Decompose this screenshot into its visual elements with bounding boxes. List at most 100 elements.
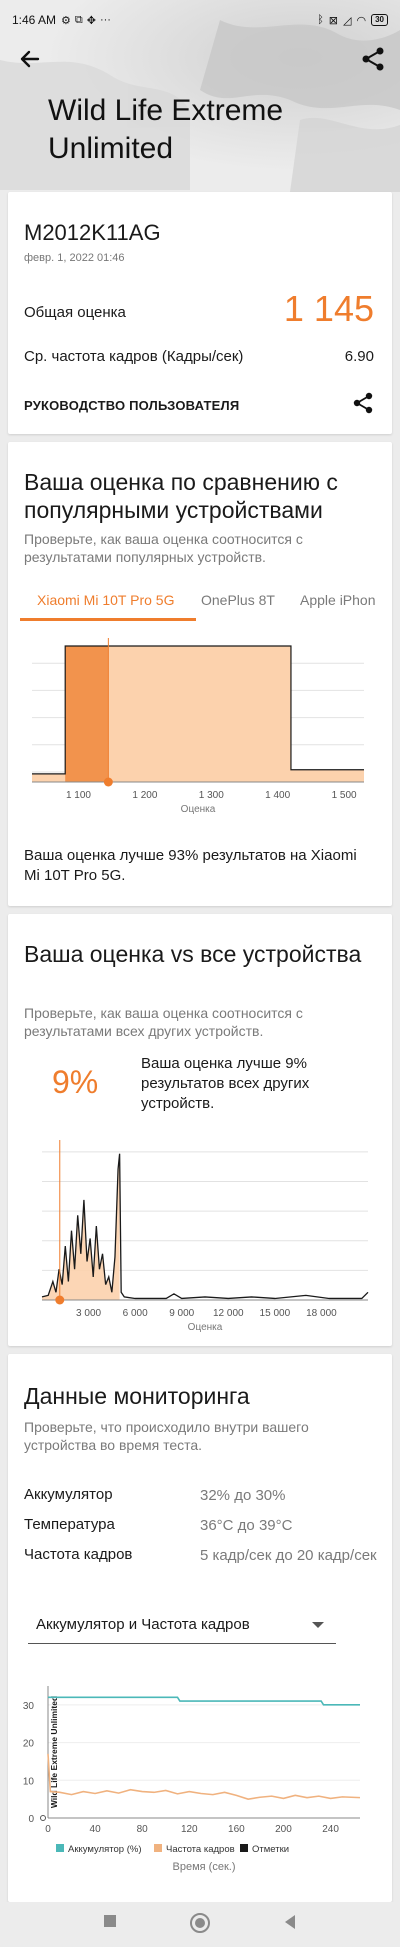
device-tabs: Xiaomi Mi 10T Pro 5G OnePlus 8T Apple iP… <box>8 582 392 618</box>
your-score-region <box>65 646 109 782</box>
x-tick-label: 6 000 <box>123 1308 148 1319</box>
x-tick-label: 1 400 <box>265 790 290 801</box>
x-tick-label: 1 100 <box>66 790 91 801</box>
more-icon: ··· <box>99 14 111 26</box>
x-axis-label: Оценка <box>188 1322 223 1333</box>
wifi-icon: ◠ <box>356 14 367 27</box>
gamepad-icon: ✥ <box>86 14 96 27</box>
hero-banner: Wild Life Extreme Unlimited <box>0 0 400 192</box>
battery-label: Аккумулятор <box>24 1486 113 1503</box>
x-tick-label: 120 <box>181 1824 198 1835</box>
sim-off-icon: ⊠ <box>328 14 339 27</box>
fps-label: Ср. частота кадров (Кадры/сек) <box>24 348 244 365</box>
x-tick-label: 12 000 <box>213 1308 244 1319</box>
battery-series-line <box>48 1696 360 1706</box>
x-tick-label: 80 <box>137 1824 149 1835</box>
user-guide-link[interactable]: РУКОВОДСТВО ПОЛЬЗОВАТЕЛЯ <box>24 398 240 413</box>
back-arrow-icon <box>20 50 40 68</box>
chart-series-dropdown[interactable]: Аккумулятор и Частота кадров <box>28 1604 336 1644</box>
tab-oneplus-8t[interactable]: OnePlus 8T <box>201 592 275 608</box>
home-button[interactable] <box>189 1912 211 1934</box>
legend-swatch <box>56 1844 64 1852</box>
square-icon <box>104 1915 116 1927</box>
distribution-area <box>42 1153 120 1300</box>
page-title: Wild Life Extreme Unlimited <box>48 94 284 165</box>
device-name: M2012K11AG <box>24 220 161 245</box>
framerate-value: 5 кадр/сек до 20 кадр/сек <box>200 1547 377 1564</box>
legend-label: Частота кадров <box>166 1844 235 1855</box>
battery-value: 32% до 30% <box>200 1487 286 1504</box>
x-tick-label: 9 000 <box>169 1308 194 1319</box>
fps-series-line <box>47 1753 361 1800</box>
chevron-down-icon <box>312 1622 324 1628</box>
tab-xiaomi-mi-10t-pro[interactable]: Xiaomi Mi 10T Pro 5G <box>37 592 175 608</box>
temperature-value: 36°C до 39°C <box>200 1517 293 1534</box>
result-share-button[interactable] <box>350 390 376 416</box>
y-tick-label: 30 <box>23 1701 35 1712</box>
x-tick-label: 40 <box>90 1824 102 1835</box>
all-devices-title: Ваша оценка vs все устройства <box>24 941 362 967</box>
monitoring-card: Данные мониторинга Проверьте, что происх… <box>8 1354 392 1902</box>
percentile-summary: Ваша оценка лучше 9% результатов всех др… <box>141 1055 310 1112</box>
monitoring-chart: 0 10 20 30 Wild Life Extreme Unlimited 0 40 80 1… <box>23 1686 361 1873</box>
compare-summary: Ваша оценка лучше 93% результатов на Xia… <box>24 847 357 884</box>
system-nav-bar <box>0 1902 400 1947</box>
status-bar: 1:46 AM ⚙ ⧉ ✥ ··· ᛒ ⊠ ◿ ◠ 30 <box>0 0 400 40</box>
y-axis-label: Wild Life Extreme Unlimited <box>49 1696 59 1808</box>
share-button[interactable] <box>358 44 388 74</box>
x-tick-label: 1 200 <box>132 790 157 801</box>
legend-label: Отметки <box>252 1844 289 1855</box>
dropdown-selected-value: Аккумулятор и Частота кадров <box>36 1616 250 1633</box>
origin-marker <box>40 1815 46 1821</box>
x-tick-label: 200 <box>275 1824 292 1835</box>
your-score-marker <box>55 1295 65 1305</box>
legend-swatch <box>154 1844 162 1852</box>
all-devices-subtitle: Проверьте, как ваша оценка соотносится с… <box>24 1005 303 1039</box>
active-tab-indicator <box>20 618 196 621</box>
signal-off-icon: ◿ <box>343 14 352 27</box>
battery-icon: 30 <box>371 14 388 26</box>
compare-chart: 1 100 1 200 1 300 1 400 1 500 Оценка <box>32 638 364 815</box>
media-icon: ⧉ <box>74 13 83 26</box>
distribution-area <box>32 646 364 782</box>
all-devices-chart: 3 000 6 000 9 000 12 000 15 000 18 000 Оценка <box>41 1140 369 1333</box>
x-tick-label: 1 300 <box>199 790 224 801</box>
y-tick-label: 20 <box>23 1739 35 1750</box>
circle-icon <box>190 1913 210 1933</box>
legend-label: Аккумулятор (%) <box>68 1844 142 1855</box>
fps-value: 6.90 <box>344 348 374 365</box>
x-tick-label: 15 000 <box>260 1308 291 1319</box>
x-tick-label: 240 <box>322 1824 339 1835</box>
result-date: февр. 1, 2022 01:46 <box>24 252 125 264</box>
tab-apple-iphone[interactable]: Apple iPhon <box>300 592 376 608</box>
framerate-label: Частота кадров <box>24 1546 133 1563</box>
share-icon <box>353 392 373 414</box>
recents-button[interactable] <box>103 1914 117 1928</box>
temperature-label: Температура <box>24 1516 115 1533</box>
monitoring-subtitle: Проверьте, что происходило внутри вашего… <box>24 1419 309 1453</box>
triangle-back-icon <box>285 1915 295 1929</box>
monitoring-title: Данные мониторинга <box>24 1383 250 1409</box>
all-devices-card: Ваша оценка vs все устройства Проверьте,… <box>8 914 392 1346</box>
x-tick-label: 18 000 <box>306 1308 337 1319</box>
x-tick-label: 3 000 <box>76 1308 101 1319</box>
y-tick-label: 0 <box>28 1814 34 1825</box>
share-icon <box>362 47 384 71</box>
status-time: 1:46 AM <box>12 13 57 27</box>
hero-artwork <box>0 20 400 192</box>
y-tick-label: 10 <box>23 1776 35 1787</box>
x-tick-label: 160 <box>228 1824 245 1835</box>
overall-score-label: Общая оценка <box>24 304 126 321</box>
x-tick-label: 0 <box>45 1824 51 1835</box>
back-button[interactable] <box>14 44 44 74</box>
bluetooth-icon: ᛒ <box>317 14 324 26</box>
percentile-value: 9% <box>52 1064 99 1100</box>
x-axis-label: Время (сек.) <box>173 1861 236 1873</box>
back-nav-button[interactable] <box>283 1914 297 1930</box>
overall-score-value: 1 145 <box>283 288 374 329</box>
x-tick-label: 1 500 <box>332 790 357 801</box>
legend-swatch <box>240 1844 248 1852</box>
distribution-line <box>41 1153 369 1300</box>
compare-subtitle: Проверьте, как ваша оценка соотносится с… <box>24 531 303 565</box>
compare-card: Ваша оценка по сравнению с популярными у… <box>8 442 392 906</box>
